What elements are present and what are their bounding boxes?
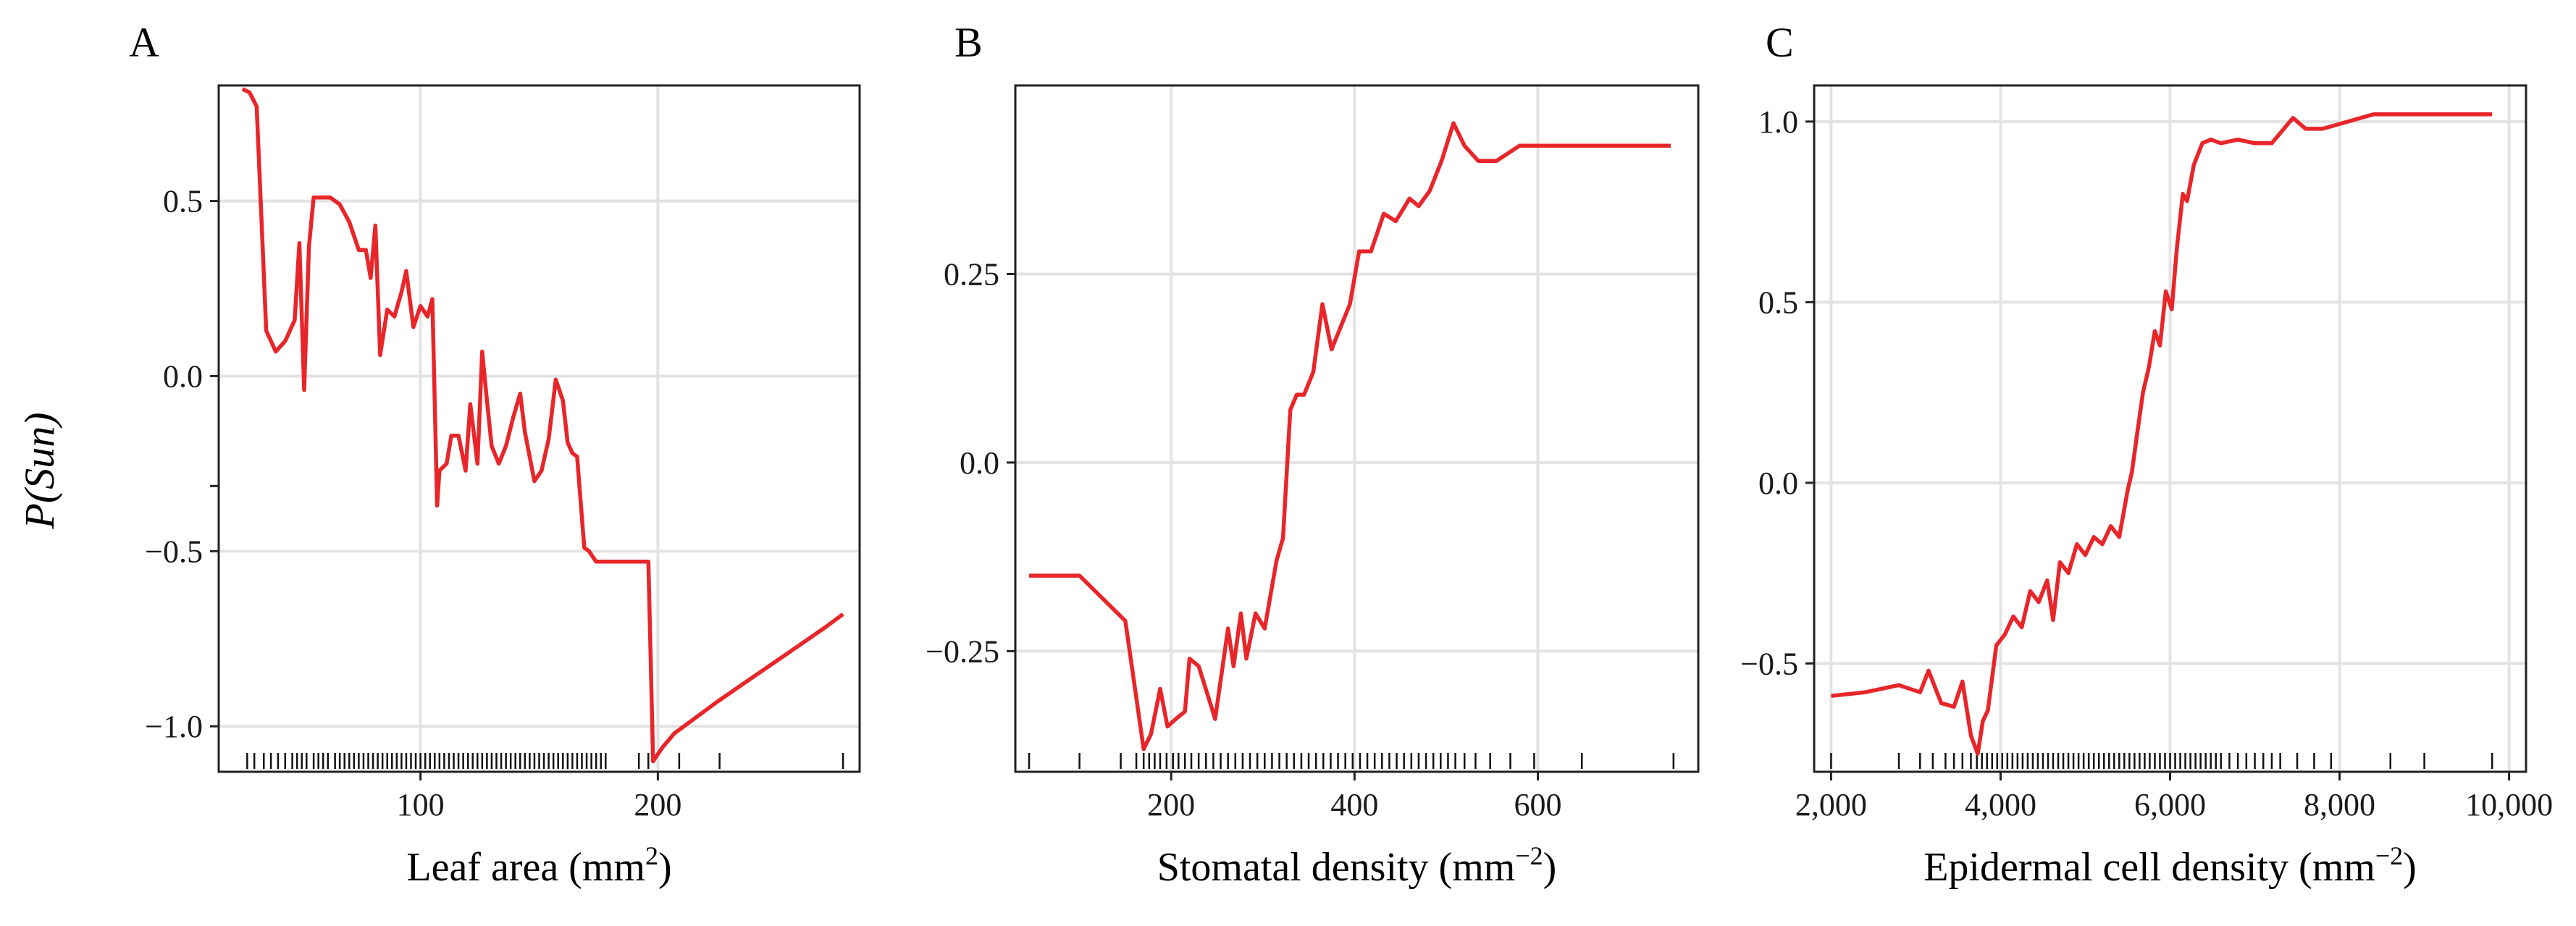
y-tick-label: −0.25	[926, 634, 999, 669]
y-tick-label: 0.5	[1758, 285, 1798, 320]
y-tick-label: −0.5	[1740, 646, 1798, 681]
x-tick-label: 400	[1330, 787, 1378, 822]
y-tick-label: −1.0	[145, 709, 203, 744]
y-axis-title: P(Sun)	[16, 412, 63, 529]
x-tick-label: 600	[1514, 787, 1561, 822]
x-tick-label: 6,000	[2134, 787, 2206, 822]
y-tick-label: 0.0	[163, 358, 203, 394]
panel-letter: B	[955, 19, 983, 66]
series-line	[241, 87, 844, 764]
x-tick-label: 200	[1147, 787, 1195, 822]
x-tick-label: 200	[634, 787, 681, 822]
panel-b: B 0.25 0.0 −0.25 200 400 600 Stomatal density (…	[926, 19, 1700, 890]
plot-frame	[217, 84, 861, 773]
panel-a: A 0.5 0.0 −0.5 −1.0 100 200 Leaf area (mm2)	[129, 19, 861, 890]
plot-frame	[1014, 84, 1700, 773]
series-line	[1831, 112, 2493, 756]
panel-letter: A	[129, 19, 159, 66]
y-tick-label: 0.0	[960, 445, 999, 481]
x-tick-label: 8,000	[2304, 787, 2375, 822]
y-tick-label: −0.5	[145, 534, 203, 569]
x-axis-title: Stomatal density (mm−2)	[1157, 841, 1557, 890]
x-tick-label: 2,000	[1795, 787, 1867, 822]
y-tick-label: 1.0	[1758, 104, 1798, 140]
x-tick-label: 4,000	[1965, 787, 2036, 822]
y-tick-label: 0.0	[1758, 466, 1798, 501]
series-line	[1029, 121, 1671, 752]
y-tick-label: 0.5	[163, 184, 203, 219]
x-axis-title: Leaf area (mm2)	[406, 841, 671, 890]
x-tick-label: 10,000	[2465, 787, 2553, 822]
panel-c: C 1.0 0.5 0.0 −0.5 2,000 4,000 6,000 8,000 10,000…	[1740, 19, 2553, 890]
x-tick-label: 100	[397, 787, 445, 822]
x-axis-title: Epidermal cell density (mm−2)	[1923, 841, 2417, 890]
y-tick-label: 0.25	[944, 256, 999, 292]
panel-letter: C	[1766, 19, 1794, 66]
